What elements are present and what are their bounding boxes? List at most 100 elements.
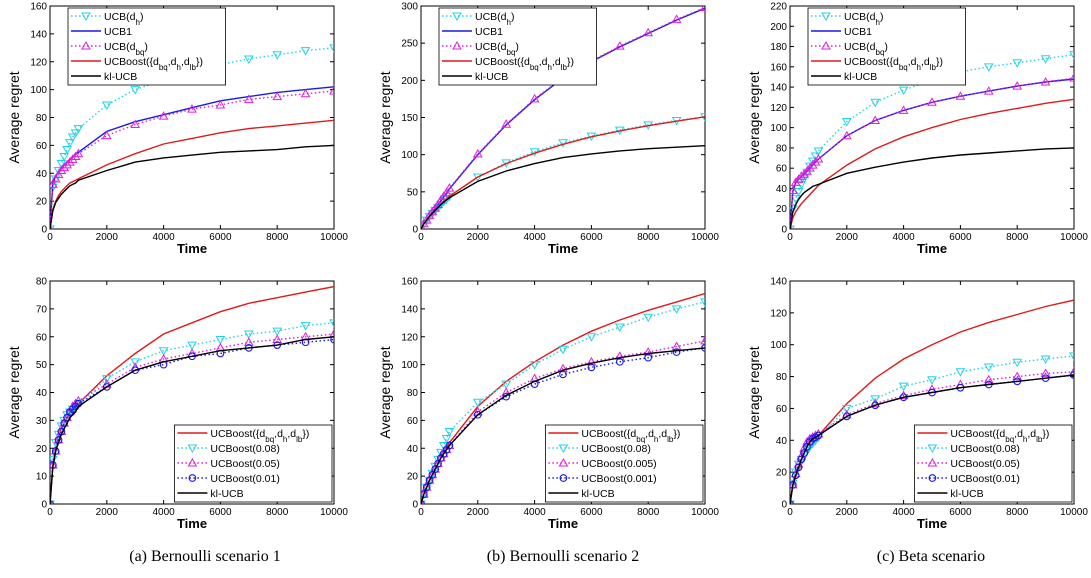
data-point-ucboost-0-01: [791, 471, 800, 480]
data-point-ucb-d-h: [1069, 51, 1074, 60]
data-point-ucb-d-bq: [215, 99, 226, 109]
data-point-ucb-d-bq: [59, 162, 70, 172]
data-point-ucb-d-bq: [441, 187, 452, 197]
legend-marker: [927, 457, 938, 467]
legend: UCBoost({dbq,dh,dlb})UCBoost(0.08) UCBoos…: [914, 424, 1073, 503]
data-point-ucboost-0-001: [559, 370, 567, 379]
chart-panel-6: 0 2000 4000 6000 8000 10000 0 20 40 60 80 100 120 140…: [746, 277, 1088, 532]
x-tick-label: 10000: [320, 507, 348, 518]
x-tick-label: 0: [787, 507, 793, 518]
y-axis-label: Average regret: [746, 346, 762, 438]
data-point-ucboost-0-005: [421, 498, 424, 504]
legend-entry: UCBoost(0.001): [581, 473, 656, 485]
data-point-ucboost-0-08: [983, 363, 994, 373]
x-tick-label: 4000: [523, 232, 546, 243]
data-point-ucboost-0-01: [102, 383, 111, 391]
legend-entry: kl-UCB: [581, 488, 614, 500]
data-point-ucboost-0-08: [870, 395, 881, 404]
data-point-ucb-d-h: [898, 86, 909, 96]
data-point-ucboost-0-08: [501, 380, 512, 390]
y-axis-label: Average regret: [6, 346, 22, 438]
data-point-ucboost-0-08: [300, 322, 311, 331]
x-tick-label: 2000: [836, 232, 859, 243]
y-tick-label: 140: [770, 277, 787, 288]
data-point-ucboost-0-005: [643, 347, 654, 356]
x-tick-label: 2000: [96, 507, 119, 518]
x-tick-label: 10000: [691, 232, 719, 243]
legend-entry: UCB(dh): [475, 11, 514, 27]
legend-marker: [188, 474, 197, 482]
series-line-ucb-d-h: [50, 47, 334, 229]
legend-marker: [928, 474, 937, 482]
y-tick-label: 20: [407, 472, 419, 483]
data-point-ucboost-0-08: [558, 345, 568, 355]
data-point-ucboost-0-05: [790, 498, 793, 504]
legend-entry: UCBoost({dbq,dh,dlb}): [475, 56, 574, 72]
x-tick-label: 8000: [1006, 507, 1029, 518]
data-point-ucboost-0-08: [215, 336, 226, 345]
legend-entry: UCB1: [844, 26, 872, 38]
data-point-ucb-d-bq: [813, 154, 824, 163]
y-tick-label: 250: [401, 39, 418, 50]
data-point-ucb-d-bq: [955, 91, 966, 100]
y-tick-label: 0: [781, 225, 787, 236]
legend-entry: UCB1: [475, 26, 503, 38]
legend: UCBoost({dbq,dh,dlb})UCBoost(0.08) UCBoos…: [545, 424, 704, 503]
series-group: [421, 292, 705, 504]
legend-entry: UCBoost({dbq,dh,dlb}): [210, 428, 309, 444]
series-line-kl-ucb: [50, 144, 334, 229]
y-tick-label: 140: [770, 83, 787, 94]
data-point-ucb-d-bq: [243, 94, 254, 103]
legend: UCBoost({dbq,dh,dlb})UCBoost(0.08) UCBoos…: [173, 424, 333, 503]
caption-c: (c) Beta scenario: [876, 548, 986, 565]
data-point-ucb-d-h: [300, 47, 311, 56]
data-point-ucb-d-h: [130, 86, 141, 95]
data-point-ucboost-0-001: [473, 410, 482, 419]
data-point-ucb-d-bq: [62, 159, 72, 169]
y-tick-label: 40: [407, 444, 419, 455]
data-point-ucb-d-h: [65, 139, 75, 148]
series-line-ucboost-d-bq-d-h-d-lb: [790, 98, 1074, 229]
data-point-ucb-d-bq: [643, 27, 654, 37]
data-point-ucb-d-bq: [927, 97, 937, 106]
data-point-ucboost-0-01: [794, 463, 803, 472]
data-point-ucboost-0-08: [130, 358, 141, 367]
data-point-ucboost-0-08: [586, 333, 597, 342]
data-point-ucboost-0-08: [1012, 358, 1023, 368]
data-point-ucb-d-bq: [1040, 77, 1051, 86]
legend-entry: UCBoost({dbq,dh,dlb}): [844, 56, 943, 72]
data-point-ucboost-0-08: [927, 376, 937, 385]
legend-marker: [821, 12, 831, 22]
data-point-ucboost-0-08: [444, 428, 455, 437]
data-point-ucboost-0-005: [671, 341, 682, 351]
data-point-ucboost-0-001: [422, 483, 431, 492]
y-tick-label: 160: [30, 2, 47, 13]
data-point-ucb-d-bq: [790, 223, 793, 229]
y-tick-label: 10: [36, 472, 48, 483]
legend-entry: UCBoost(0.05): [210, 458, 279, 470]
data-point-ucb-d-bq: [67, 154, 78, 163]
y-tick-label: 100: [30, 85, 47, 96]
data-point-ucboost-0-05: [1040, 368, 1051, 377]
data-point-ucboost-0-08: [529, 361, 540, 370]
data-point-ucb-d-h: [813, 147, 824, 156]
data-point-ucboost-0-005: [558, 363, 568, 373]
data-point-ucboost-0-05: [1069, 366, 1074, 376]
legend-entry: kl-UCB: [475, 71, 508, 83]
data-point-ucboost-0-05: [243, 337, 254, 346]
legend-box: [438, 7, 598, 86]
legend-entry: UCB1: [104, 26, 132, 38]
series-line-kl-ucb: [421, 347, 705, 504]
y-tick-label: 60: [36, 332, 48, 343]
data-point-ucboost-0-08: [1069, 352, 1074, 361]
x-tick-label: 6000: [580, 232, 603, 243]
data-point-ucb-d-h: [1012, 59, 1023, 68]
x-tick-label: 6000: [949, 232, 972, 243]
data-point-ucboost-0-08: [643, 313, 654, 323]
y-tick-label: 80: [776, 372, 788, 383]
legend-entry: kl-UCB: [210, 488, 243, 500]
data-point-ucb-d-bq: [50, 223, 53, 229]
x-tick-label: 0: [787, 232, 793, 243]
legend-entry: UCBoost(0.01): [210, 473, 279, 485]
